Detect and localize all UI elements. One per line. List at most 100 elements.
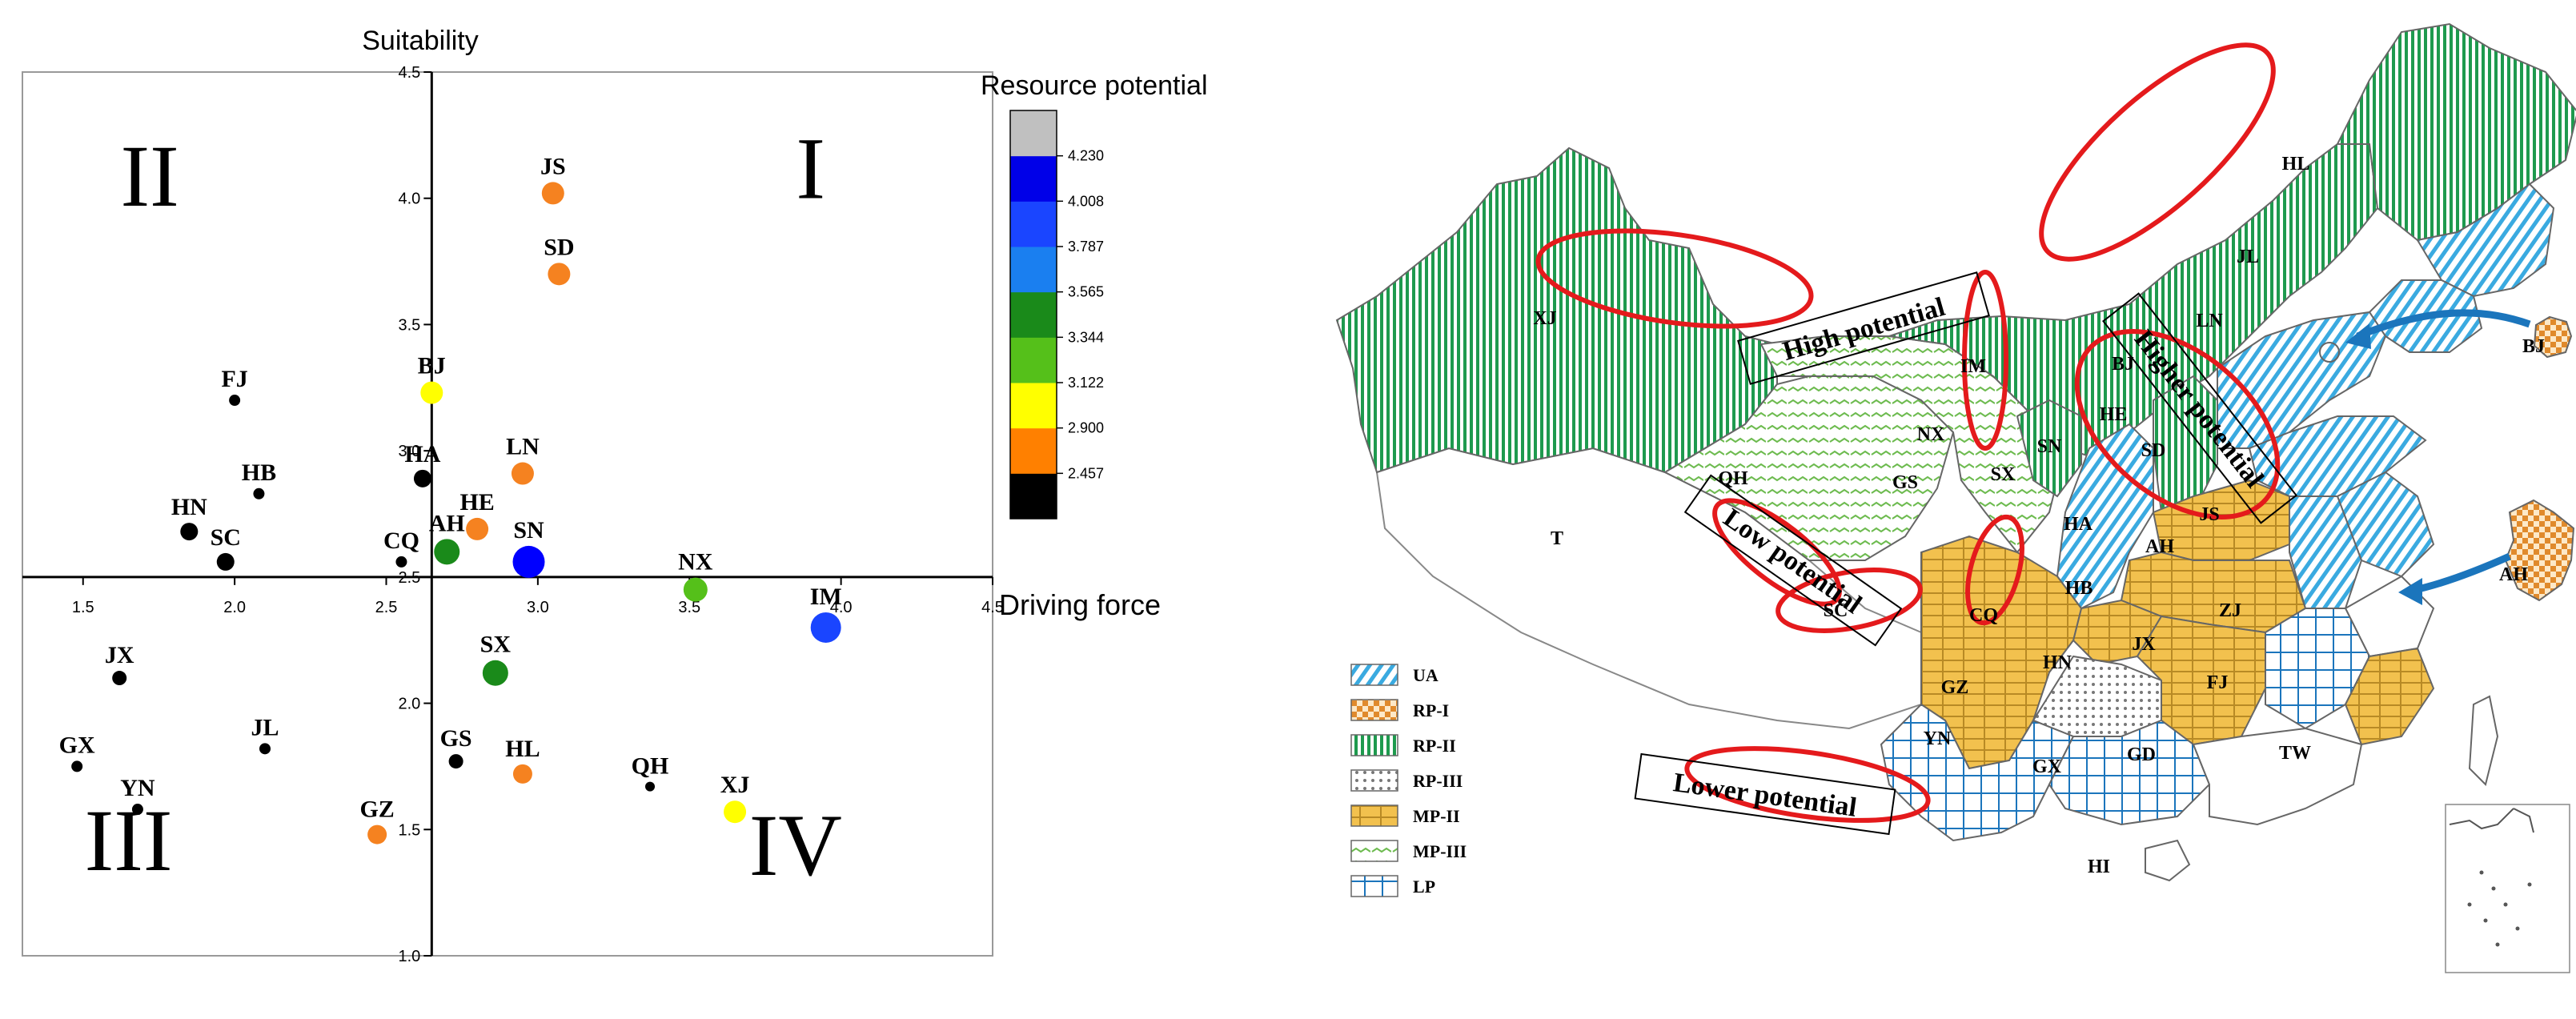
legend-swatch-mp2: [1351, 805, 1398, 826]
point-gs: [449, 754, 463, 768]
region-label-sn: SN: [2037, 436, 2062, 457]
colorbar-tick-label: 3.565: [1068, 284, 1104, 300]
point-label: QH: [632, 753, 669, 780]
colorbar-tick-label: 2.457: [1068, 465, 1104, 481]
point-ha: [414, 470, 431, 487]
colorbar-tick-label: 3.344: [1068, 329, 1104, 345]
legend-label: MP-II: [1413, 806, 1460, 826]
china-map: High potential Higher potential Low pote…: [1329, 0, 2576, 1015]
quadrant-label-1: I: [796, 120, 825, 218]
region-label-yn: YN: [1924, 728, 1952, 749]
point-ah: [434, 539, 459, 564]
region-label-ah: AH: [2145, 536, 2174, 557]
legend-swatch-mp3: [1351, 840, 1398, 861]
point-hb: [253, 488, 264, 499]
point-label: NX: [678, 549, 713, 576]
point-label: YN: [120, 775, 155, 801]
point-label: HL: [505, 736, 540, 762]
legend-label: MP-III: [1413, 841, 1467, 861]
colorbar: Resource potential 2.457 2.900 3.122 3.344 3…: [981, 70, 1208, 520]
region-label-im: IM: [1960, 356, 1986, 377]
region-label-gx: GX: [2032, 756, 2062, 777]
point-label: JX: [105, 642, 134, 668]
region-label-nx: NX: [1917, 424, 1945, 445]
region-bj: [2320, 343, 2339, 362]
region-label-js: JS: [2199, 504, 2219, 525]
region-label-fj: FJ: [2207, 672, 2229, 693]
y-axis-title: Suitability: [362, 26, 479, 56]
point-nx: [684, 578, 708, 602]
colorbar-segment: [1010, 156, 1057, 202]
point-xj: [724, 800, 746, 823]
region-label-ln: LN: [2196, 311, 2223, 331]
map-legend: UA RP-I RP-II RP-III MP-II MP-III LP: [1351, 664, 1467, 897]
legend-label: UA: [1413, 665, 1438, 685]
y-tick-label: 2.0: [399, 696, 421, 713]
x-tick-label: 1.5: [72, 599, 94, 616]
region-label-tw: TW: [2279, 743, 2311, 764]
point-sn: [513, 546, 545, 578]
point-label: GS: [440, 725, 472, 752]
region-label-jl: JL: [2237, 247, 2259, 267]
point-label: BJ: [418, 353, 446, 379]
region-label-he: HE: [2100, 404, 2128, 425]
legend-label: LP: [1413, 877, 1435, 897]
point-hn: [180, 523, 198, 540]
colorbar-tick-label: 4.008: [1068, 193, 1104, 209]
point-sd: [548, 263, 570, 285]
point-label: SN: [513, 517, 544, 544]
x-tick-label: 2.0: [223, 599, 246, 616]
inset-label-ah: AH: [2499, 564, 2528, 585]
legend-label: RP-II: [1413, 736, 1456, 756]
colorbar-tick-label: 3.787: [1068, 239, 1104, 255]
region-label-zj: ZJ: [2219, 600, 2241, 621]
point-yn: [132, 804, 143, 815]
region-label-sx: SX: [1991, 464, 2016, 485]
colorbar-tick-label: 4.230: [1068, 148, 1104, 164]
inset-frame: [2446, 804, 2570, 973]
scatter-chart-panel: Suitability Driving force I II III IV 1.5 2.…: [0, 0, 1297, 1015]
point-label: XJ: [720, 772, 750, 798]
point-label: GZ: [359, 796, 394, 823]
point-fj: [229, 395, 240, 406]
x-tick-label: 2.5: [375, 599, 398, 616]
colorbar-title: Resource potential: [981, 70, 1208, 101]
region-label-hn: HN: [2043, 652, 2072, 673]
region-label-sc: SC: [1824, 600, 1848, 621]
colorbar-segment: [1010, 337, 1057, 383]
region-tw: [2470, 696, 2498, 784]
point-im: [811, 612, 841, 643]
colorbar-segment: [1010, 247, 1057, 292]
colorbar-segment: [1010, 473, 1057, 519]
point-gx: [71, 760, 82, 772]
point-label: AH: [429, 510, 465, 536]
region-label-cq: CQ: [1969, 605, 1998, 626]
legend-label: RP-I: [1413, 700, 1449, 720]
y-tick-label: 4.5: [399, 64, 421, 82]
region-label-sd: SD: [2141, 440, 2166, 461]
point-he: [466, 518, 488, 540]
legend-swatch-lp: [1351, 876, 1398, 897]
y-tick-label: 4.0: [399, 191, 421, 208]
point-label: IM: [810, 584, 842, 610]
point-label: HN: [171, 494, 207, 520]
point-label: HE: [459, 489, 494, 516]
point-label: JS: [540, 153, 566, 179]
quadrant-label-4: IV: [749, 796, 842, 894]
region-label-jx: JX: [2132, 634, 2156, 655]
colorbar-segment: [1010, 110, 1057, 156]
region-hi: [2145, 840, 2189, 881]
region-label-hi: HI: [2088, 857, 2110, 877]
point-jx: [112, 671, 126, 685]
region-label-qh: QH: [1718, 468, 1748, 489]
y-tick-label: 1.5: [399, 821, 421, 839]
point-label: SX: [480, 632, 512, 658]
colorbar-segment: [1010, 201, 1057, 247]
zone-text-lower: Lower potential: [1671, 768, 1859, 823]
point-label: LN: [506, 434, 540, 460]
colorbar-segment: [1010, 383, 1057, 428]
quadrant-label-3: III: [85, 792, 173, 889]
quadrant-label-2: II: [120, 127, 179, 225]
y-tick-label: 3.5: [399, 316, 421, 334]
y-tick-label: 2.5: [399, 569, 421, 587]
